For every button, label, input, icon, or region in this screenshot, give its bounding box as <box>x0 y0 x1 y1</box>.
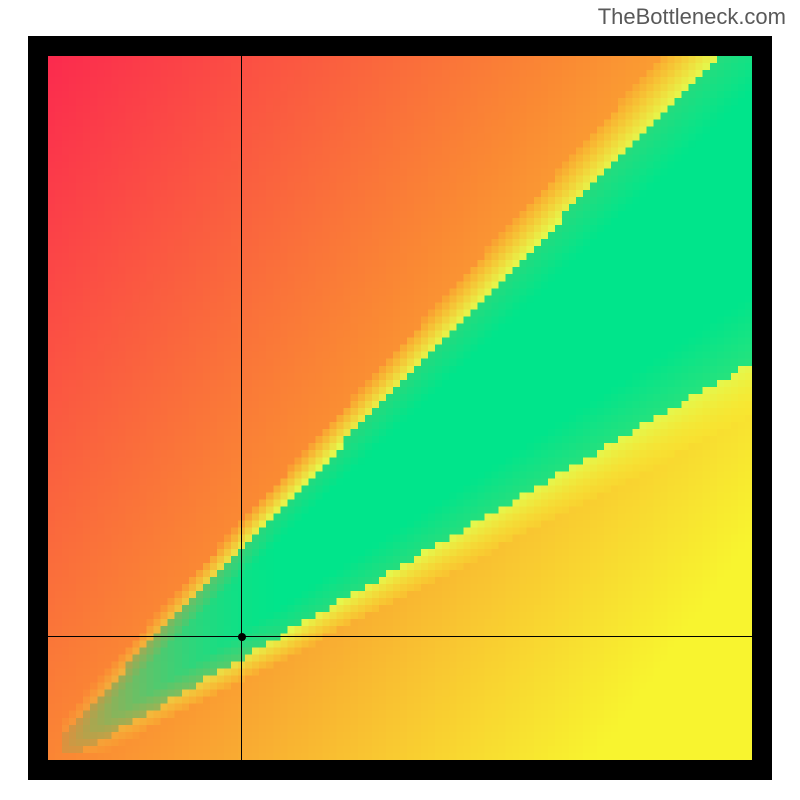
crosshair-horizontal <box>48 636 752 637</box>
marker-dot <box>238 633 246 641</box>
crosshair-vertical <box>241 56 242 760</box>
frame-left <box>28 36 48 780</box>
heatmap-plot <box>48 56 752 760</box>
watermark-text: TheBottleneck.com <box>598 4 786 30</box>
frame-top <box>28 36 772 56</box>
heatmap-canvas <box>48 56 752 760</box>
frame-right <box>752 36 772 780</box>
frame-bottom <box>28 760 772 780</box>
